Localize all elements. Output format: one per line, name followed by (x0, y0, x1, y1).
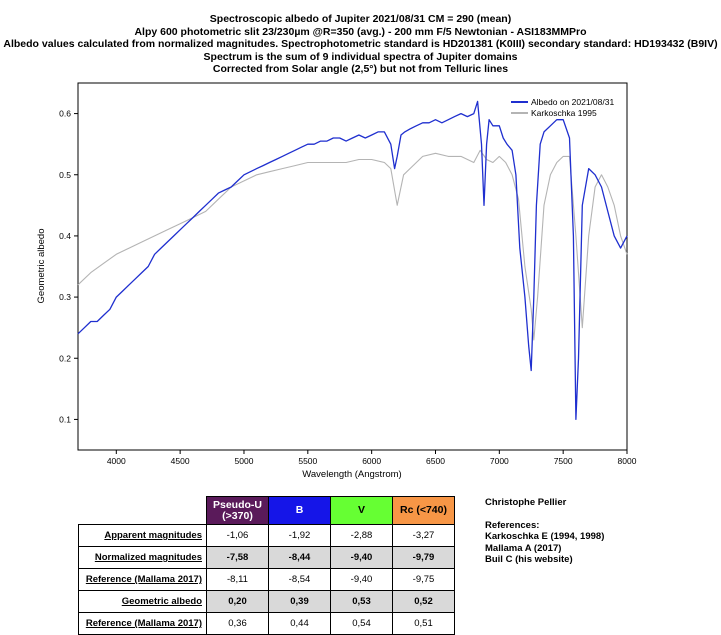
table-cell: 0,39 (268, 590, 331, 613)
table-cell: -9,75 (392, 568, 455, 591)
plot-series (77, 100, 628, 421)
table-corner (79, 497, 207, 525)
series-line-albedo (77, 100, 628, 421)
header-rc: Rc (<740) (392, 496, 455, 525)
table-cell: -7,58 (206, 546, 269, 569)
table-row: Geometric albedo 0,20 0,39 0,53 0,52 (78, 590, 455, 613)
chart-subtitle-method: Albedo values calculated from normalized… (3, 38, 718, 51)
chart-title: Spectroscopic albedo of Jupiter 2021/08/… (209, 13, 512, 25)
x-tick-label: 7500 (554, 456, 573, 466)
reference-item: Mallama A (2017) (485, 542, 562, 554)
table-cell: -2,88 (330, 524, 393, 547)
y-axis: 0.1 0.2 0.3 0.4 0.5 0.6 (59, 109, 78, 424)
header-pseudo-u: Pseudo-U (>370) (206, 496, 269, 525)
table-cell: -9,79 (392, 546, 455, 569)
plot-frame (77, 82, 628, 451)
y-tick-label: 0.5 (59, 170, 71, 180)
x-tick-label: 7000 (490, 456, 509, 466)
x-axis-label: Wavelength (Angstrom) (302, 469, 401, 480)
table-cell: 0,44 (268, 612, 331, 635)
header-v: V (330, 496, 393, 525)
x-axis: 4000 4500 5000 5500 6000 6500 7000 7500 8000 (107, 450, 637, 466)
row-label: Normalized magnitudes (78, 546, 207, 569)
header-b: B (268, 496, 331, 525)
albedo-chart: 4000 4500 5000 5500 6000 6500 7000 7500 8000 0.1… (36, 82, 637, 480)
row-label: Geometric albedo (78, 590, 207, 613)
table-row: Reference (Mallama 2017) -8,11 -8,54 -9,… (78, 568, 455, 591)
x-tick-label: 5000 (235, 456, 254, 466)
y-tick-label: 0.2 (59, 353, 71, 363)
x-tick-label: 4500 (171, 456, 190, 466)
reference-item: Karkoschka E (1994, 1998) (485, 531, 605, 542)
chart-subtitle-instrument: Alpy 600 photometric slit 23/230µm @R=35… (134, 25, 587, 38)
x-tick-label: 5500 (298, 456, 317, 466)
row-label: Reference (Mallama 2017) (78, 568, 207, 591)
photometry-table: Pseudo-U (>370) B V Rc (<740) Apparent m… (78, 496, 455, 635)
y-tick-label: 0.1 (59, 414, 71, 424)
x-tick-label: 6000 (362, 456, 381, 466)
table-cell: -9,40 (330, 568, 393, 591)
x-tick-label: 4000 (107, 456, 126, 466)
table-cell: -8,44 (268, 546, 331, 569)
table-cell: -8,54 (268, 568, 331, 591)
chart-title-block: Spectroscopic albedo of Jupiter 2021/08/… (0, 13, 721, 76)
x-tick-label: 8000 (618, 456, 637, 466)
legend: Albedo on 2021/08/31 Karkoschka 1995 (511, 97, 614, 118)
row-label: Apparent magnitudes (78, 524, 207, 547)
table-cell: 0,51 (392, 612, 455, 635)
table-cell: -1,06 (206, 524, 269, 547)
table-cell: 0,20 (206, 590, 269, 613)
y-axis-label: Geometric albedo (36, 229, 47, 304)
reference-item: Buil C (his website) (485, 554, 573, 565)
y-tick-label: 0.6 (59, 109, 71, 119)
legend-label-karkoschka: Karkoschka 1995 (531, 108, 597, 118)
table-row: Normalized magnitudes -7,58 -8,44 -9,40 … (78, 546, 455, 569)
table-row: Reference (Mallama 2017) 0,36 0,44 0,54 … (78, 612, 455, 635)
credits: Christophe Pellier References: Karkoschk… (485, 497, 604, 566)
table-cell: 0,52 (392, 590, 455, 613)
legend-label-albedo: Albedo on 2021/08/31 (531, 97, 614, 107)
author-name: Christophe Pellier (485, 497, 567, 508)
table-cell: 0,54 (330, 612, 393, 635)
table-cell: -1,92 (268, 524, 331, 547)
row-label: Reference (Mallama 2017) (78, 612, 207, 635)
table-cell: -9,40 (330, 546, 393, 569)
chart-subtitle-correction: Corrected from Solar angle (2,5°) but no… (212, 63, 509, 76)
references-title: References: (485, 519, 540, 531)
chart-subtitle-spectrum: Spectrum is the sum of 9 individual spec… (203, 50, 518, 63)
series-line-karkoschka (77, 149, 628, 341)
y-tick-label: 0.3 (59, 292, 71, 302)
table-header-row: Pseudo-U (>370) B V Rc (<740) (79, 496, 455, 525)
table-cell: 0,36 (206, 612, 269, 635)
table-cell: -8,11 (206, 568, 269, 591)
table-cell: 0,53 (330, 590, 393, 613)
table-cell: -3,27 (392, 524, 455, 547)
x-tick-label: 6500 (426, 456, 445, 466)
y-tick-label: 0.4 (59, 231, 71, 241)
table-row: Apparent magnitudes -1,06 -1,92 -2,88 -3… (78, 524, 455, 547)
